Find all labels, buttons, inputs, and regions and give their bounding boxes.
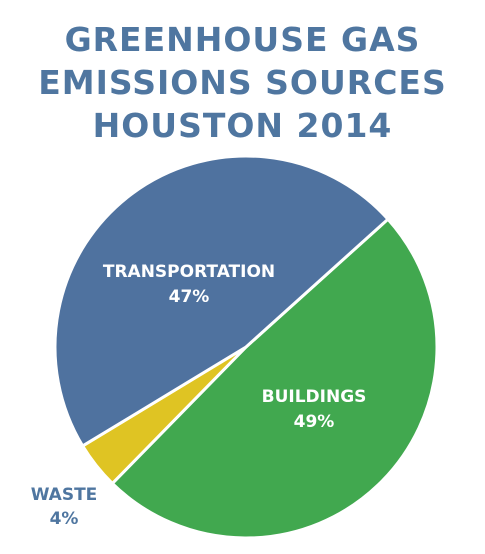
title-line-2: EMISSIONS SOURCES: [38, 63, 447, 102]
slice-value-waste: 4%: [50, 509, 79, 529]
pie-slice-buildings: [110, 217, 439, 540]
slice-value-transportation: 47%: [169, 287, 210, 307]
slice-label-buildings: BUILDINGS: [262, 387, 367, 407]
title-line-3: HOUSTON 2014: [92, 106, 393, 145]
pie-slices: [53, 154, 439, 540]
slice-value-buildings: 49%: [294, 412, 335, 432]
pie-slice-transportation: [53, 154, 390, 448]
slice-labels: TRANSPORTATION 47% BUILDINGS 49% WASTE 4…: [31, 262, 367, 529]
slice-label-transportation: TRANSPORTATION: [103, 262, 275, 282]
slice-label-waste: WASTE: [31, 485, 98, 505]
chart-title: GREENHOUSE GAS EMISSIONS SOURCES HOUSTON…: [0, 18, 485, 147]
title-line-1: GREENHOUSE GAS: [64, 20, 421, 59]
